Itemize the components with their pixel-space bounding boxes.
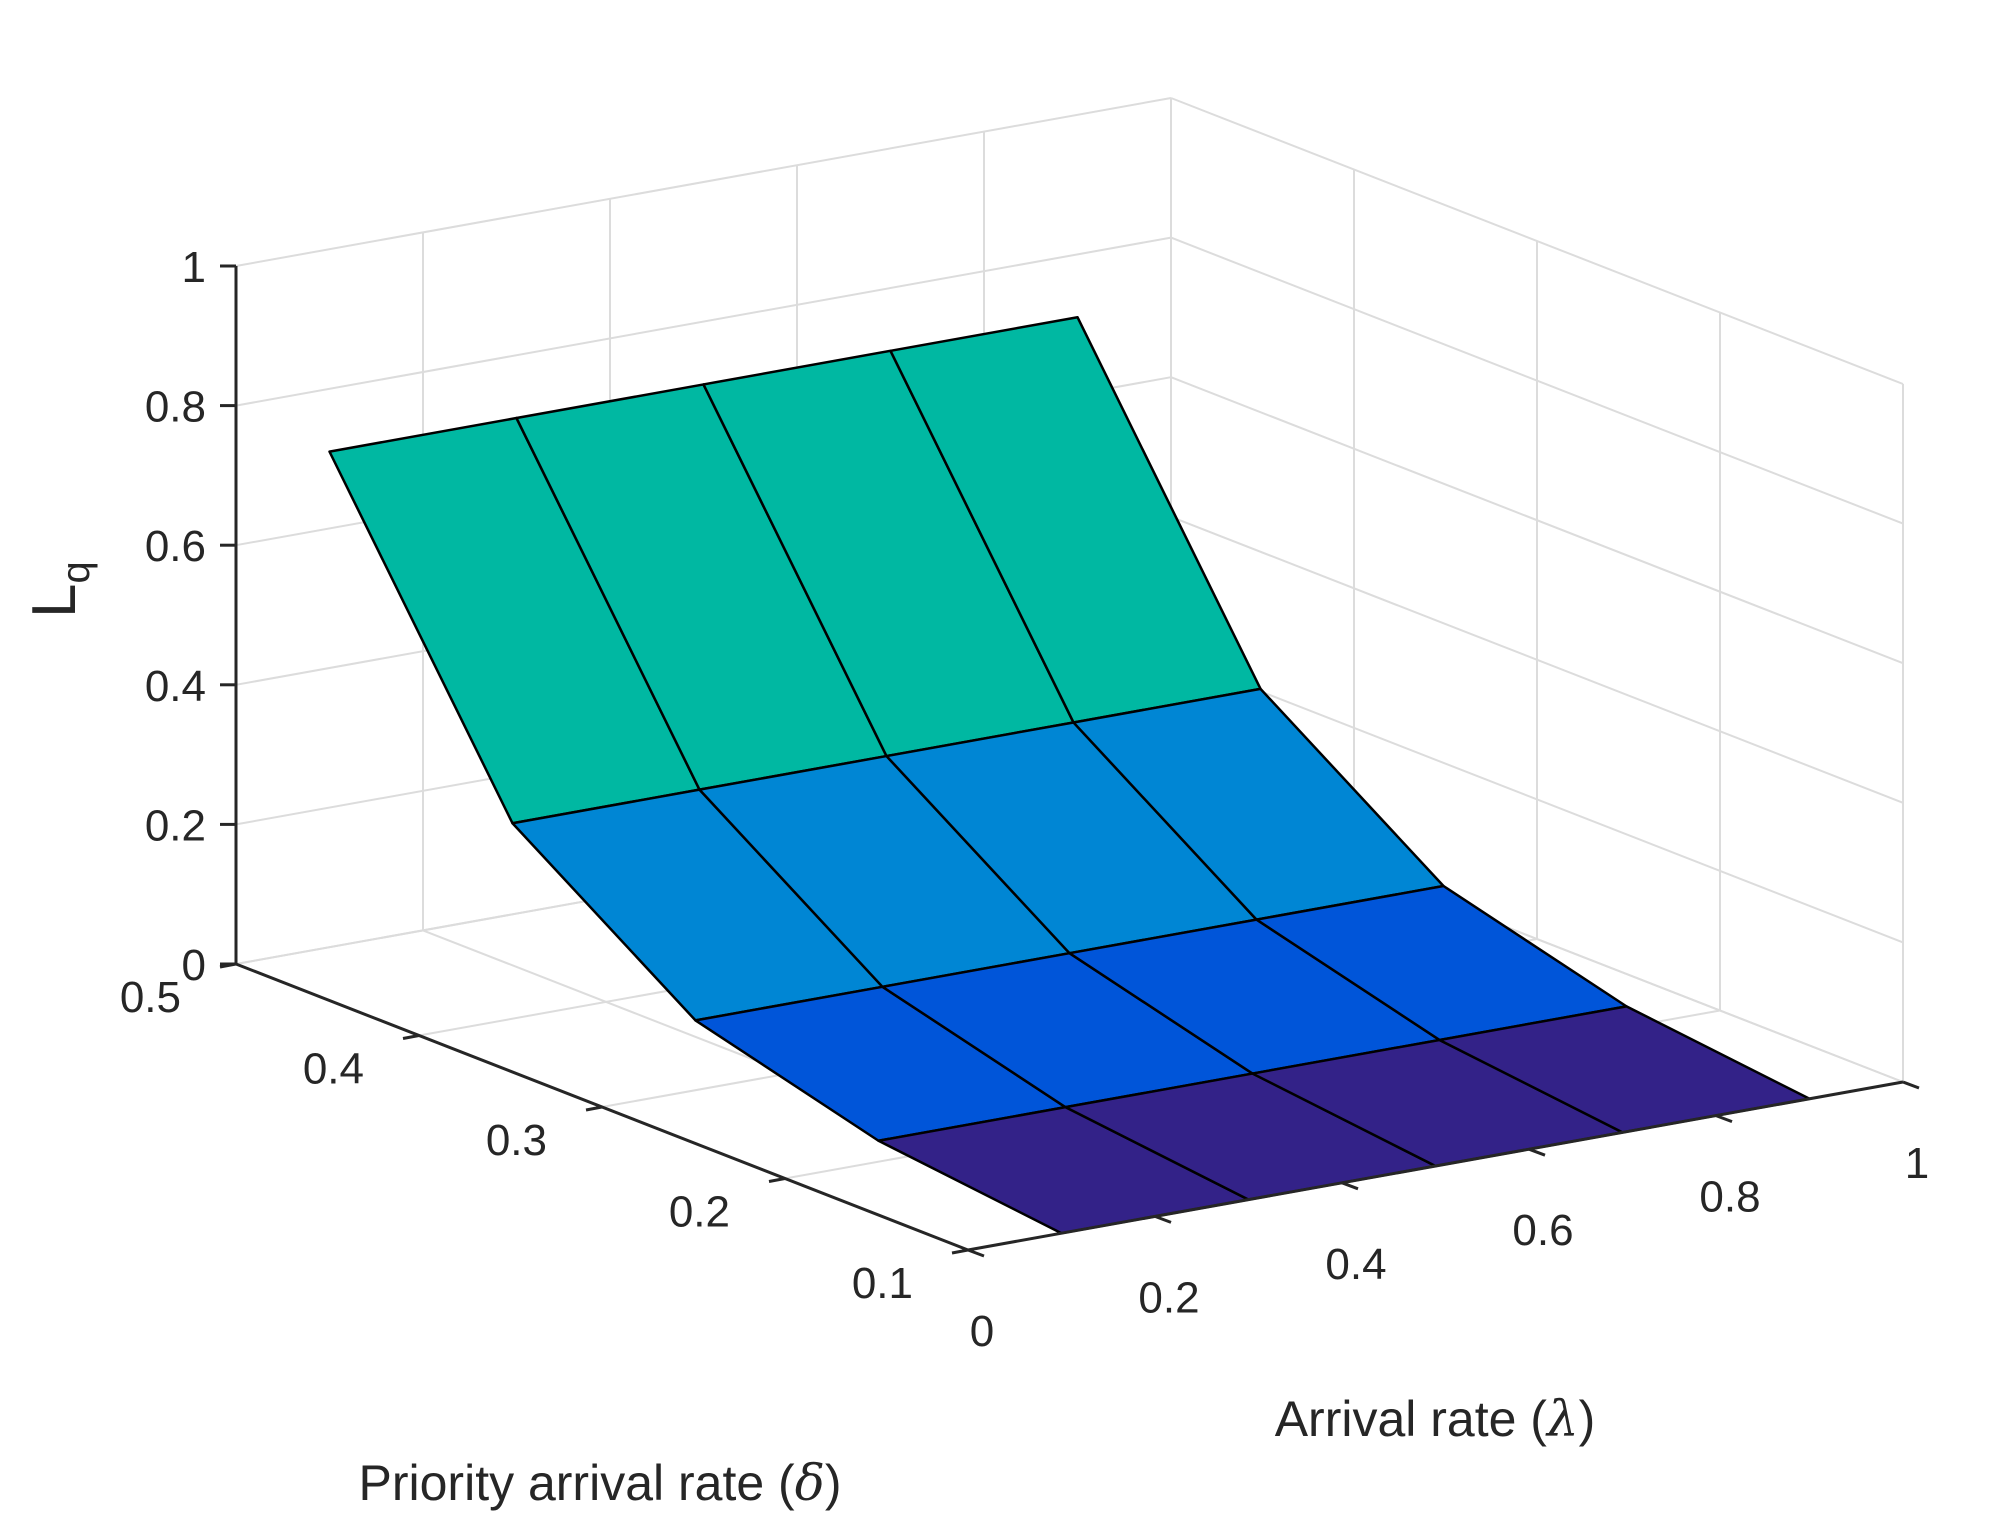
lambda-axis-line — [967, 1080, 1904, 1252]
delta-tick — [219, 962, 237, 969]
delta-tick-label: 0.4 — [303, 1045, 364, 1094]
grid-line — [1170, 515, 1904, 804]
delta-tick — [768, 1177, 786, 1183]
grid-line — [235, 236, 1172, 407]
grid-line — [1170, 376, 1904, 665]
lambda-axis-title-text: Arrival rate ( — [1275, 1391, 1548, 1447]
lambda-tick — [1715, 1114, 1733, 1124]
lambda-tick-label: 0.8 — [1699, 1173, 1760, 1222]
grid-line — [235, 97, 1172, 267]
z-axis-title-main: L — [20, 584, 89, 618]
grid-line — [1170, 236, 1904, 525]
delta-axis-title: Priority arrival rate (δ) — [359, 1454, 842, 1512]
lambda-tick — [1528, 1147, 1546, 1157]
lambda-axis-title-symbol: λ — [1545, 1390, 1579, 1448]
z-tick-label: 0.4 — [145, 662, 206, 711]
delta-tick — [402, 1034, 420, 1040]
lambda-axis-title-close: ) — [1579, 1391, 1596, 1447]
lambda-tick — [967, 1248, 985, 1258]
axes-layer — [219, 264, 1920, 1258]
lambda-tick-label: 0.4 — [1325, 1240, 1386, 1289]
grid-line — [1170, 655, 1904, 944]
lambda-tick-label: 1 — [1905, 1139, 1929, 1188]
z-tick-label: 0.2 — [145, 801, 206, 850]
delta-tick-label: 0.3 — [486, 1116, 547, 1165]
delta-tick-label: 0.2 — [669, 1188, 730, 1237]
lambda-tick-label: 0.6 — [1512, 1206, 1573, 1255]
delta-axis-title-text: Priority arrival rate ( — [359, 1455, 796, 1511]
delta-axis-title-close: ) — [825, 1455, 842, 1511]
z-tick-label: 0.8 — [145, 383, 206, 432]
delta-axis-title-symbol: δ — [795, 1454, 825, 1512]
grid-line — [1170, 97, 1904, 385]
delta-tick-label: 0.1 — [852, 1259, 913, 1308]
lambda-tick — [1154, 1214, 1172, 1224]
lambda-tick — [1902, 1080, 1920, 1090]
labels-layer: 00.20.40.60.810.10.20.30.40.500.20.40.60… — [20, 243, 1929, 1512]
lambda-tick-label: 0 — [970, 1307, 994, 1356]
delta-tick — [585, 1105, 603, 1112]
z-axis-title: Lq — [20, 561, 98, 618]
lambda-tick-label: 0.2 — [1138, 1273, 1199, 1322]
z-axis-title-sub: q — [54, 561, 98, 583]
z-tick-label: 1 — [182, 243, 206, 292]
z-tick-label: 0 — [182, 941, 206, 990]
delta-tick — [951, 1248, 969, 1255]
lambda-tick — [1341, 1181, 1359, 1191]
surface-layer — [328, 315, 1811, 1235]
lambda-axis-title: Arrival rate (λ) — [1275, 1390, 1596, 1448]
z-tick-label: 0.6 — [145, 522, 206, 571]
delta-tick-label: 0.5 — [120, 973, 181, 1022]
